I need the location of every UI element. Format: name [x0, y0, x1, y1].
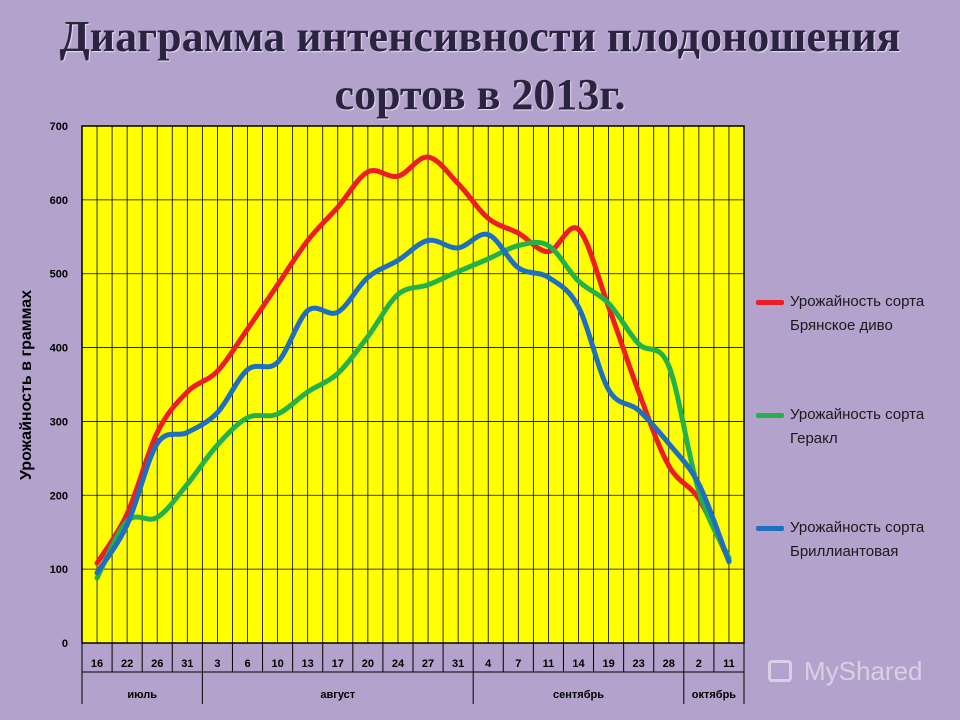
series-line-bryanskoe-divo [94, 154, 732, 566]
title-line-2: сортов в 2013г. [334, 70, 626, 119]
x-tick-label: 2 [696, 658, 702, 670]
x-tick-label: 27 [422, 658, 434, 670]
y-tick-label: 600 [50, 195, 68, 207]
y-axis-label: Урожайность в граммах [18, 290, 35, 480]
month-label: июль [127, 689, 157, 701]
x-tick-label: 4 [485, 658, 492, 670]
y-tick-label: 400 [50, 343, 68, 355]
series-line-brilliantovaya [94, 231, 732, 576]
y-tick-label: 100 [50, 564, 68, 576]
x-tick-label: 7 [515, 658, 521, 670]
x-tick-label: 17 [332, 658, 344, 670]
x-axis: 16 22 26 31 3 6 10 13 17 20 24 27 31 4 7 11 14 19 23 28 2 11и… [81, 643, 745, 704]
x-tick-label: 26 [151, 658, 163, 670]
legend-label: Урожайность сорта Брянское диво [790, 293, 925, 334]
x-tick-label: 23 [633, 658, 645, 670]
y-tick-label: 300 [50, 416, 68, 428]
x-tick-label: 14 [572, 658, 585, 670]
x-tick-label: 28 [663, 658, 675, 670]
legend-label: Урожайность сорта Геракл [790, 406, 925, 447]
x-tick-label: 22 [121, 658, 133, 670]
legend-swatch [756, 300, 784, 305]
x-tick-label: 13 [302, 658, 314, 670]
y-tick-label: 700 [50, 121, 68, 133]
watermark-logo-icon [768, 660, 792, 682]
x-tick-label: 31 [181, 658, 193, 670]
x-tick-label: 11 [723, 658, 735, 670]
x-tick-label: 20 [362, 658, 374, 670]
x-tick-label: 16 [91, 658, 103, 670]
legend-swatch [756, 413, 784, 418]
x-tick-label: 10 [271, 658, 283, 670]
title-line-1: Диаграмма интенсивности плодоношения [59, 12, 901, 61]
series-line-gerakl [94, 239, 732, 581]
month-label: август [320, 689, 355, 701]
legend-swatch [756, 526, 784, 531]
x-tick-label: 3 [214, 658, 220, 670]
y-tick-label: 500 [50, 269, 68, 281]
x-tick-label: 19 [602, 658, 614, 670]
y-axis-ticks: 0 100 200 300 400 500 600 700 [50, 121, 68, 650]
chart-title: Диаграмма интенсивности плодоношения сор… [0, 8, 960, 124]
watermark-text: MyShared [804, 656, 923, 686]
month-label: сентябрь [553, 689, 604, 701]
grid-lines [81, 125, 745, 644]
month-label: октябрь [692, 689, 737, 701]
legend-label: Урожайность сорта Бриллиантовая [790, 519, 925, 560]
y-tick-label: 0 [62, 638, 68, 650]
x-tick-label: 6 [244, 658, 250, 670]
x-tick-label: 31 [452, 658, 464, 670]
x-tick-label: 24 [392, 658, 405, 670]
series-lines [94, 154, 732, 581]
y-tick-label: 200 [50, 490, 68, 502]
x-tick-label: 11 [543, 658, 555, 670]
